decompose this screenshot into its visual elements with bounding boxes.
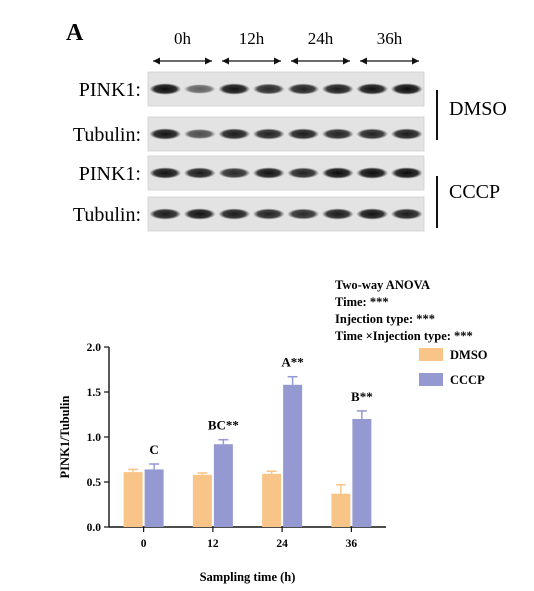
y-tick-label-2: 1.0 bbox=[87, 432, 102, 444]
blot-band bbox=[356, 83, 389, 95]
bar-cccp-3 bbox=[352, 419, 372, 527]
anova-line-interaction: Time ×Injection type: *** bbox=[335, 329, 473, 343]
blot-band bbox=[252, 167, 285, 179]
blot-band bbox=[390, 83, 423, 95]
blot-band bbox=[356, 128, 389, 140]
blot-row-label-3: Tubulin: bbox=[73, 204, 141, 226]
time-arrow-head-left-2 bbox=[291, 57, 298, 65]
blot-band bbox=[218, 128, 251, 140]
x-tick-label-1: 12 bbox=[207, 538, 219, 550]
y-tick-label-3: 1.5 bbox=[87, 387, 102, 399]
y-axis-title: PINK1/Tubulin bbox=[58, 395, 72, 478]
anova-line-time: Time: *** bbox=[335, 295, 389, 309]
blot-band bbox=[183, 129, 216, 139]
group-label-1: CCCP bbox=[449, 181, 500, 203]
blot-band bbox=[252, 128, 285, 140]
blot-band bbox=[321, 128, 354, 140]
bar-dmso-3 bbox=[331, 493, 351, 527]
blot-band bbox=[287, 128, 320, 140]
blot-band bbox=[149, 208, 182, 220]
blot-band bbox=[149, 83, 182, 95]
blot-band bbox=[390, 128, 423, 140]
y-tick-label-0: 0.0 bbox=[87, 522, 102, 534]
x-tick-label-2: 24 bbox=[276, 538, 288, 550]
blot-band bbox=[356, 208, 389, 220]
blot-band bbox=[287, 167, 320, 179]
time-label-0: 0h bbox=[174, 29, 192, 48]
bar-chart: 0.0 0.5 1.0 1.5 2.0 PINK1/Tubulin 0 C 12 BC** 24 A*… bbox=[58, 342, 488, 584]
legend-swatch-dmso bbox=[419, 348, 443, 361]
blot-band bbox=[321, 208, 354, 220]
x-tick-label-0: 0 bbox=[141, 538, 147, 550]
blot-band bbox=[252, 83, 285, 95]
blot-band bbox=[183, 208, 216, 220]
blot-band bbox=[321, 167, 354, 179]
group-label-0: DMSO bbox=[449, 98, 507, 120]
blot-band bbox=[390, 167, 423, 179]
time-arrow-head-left-1 bbox=[222, 57, 229, 65]
time-arrow-head-right-1 bbox=[274, 57, 281, 65]
blot-band bbox=[356, 167, 389, 179]
bar-cccp-1 bbox=[213, 444, 233, 527]
time-label-2: 24h bbox=[308, 29, 334, 48]
bar-cccp-0 bbox=[144, 469, 164, 527]
blot-row-label-2: PINK1: bbox=[79, 163, 141, 185]
significance-label-1: BC** bbox=[208, 418, 239, 433]
blot-band bbox=[287, 208, 320, 220]
bar-dmso-0 bbox=[123, 472, 143, 527]
anova-stats: Two-way ANOVA Time: *** Injection type: … bbox=[335, 278, 473, 343]
time-label-3: 36h bbox=[377, 29, 403, 48]
panel-label: A bbox=[66, 20, 84, 46]
y-tick-label-1: 0.5 bbox=[87, 477, 102, 489]
blot-band bbox=[252, 208, 285, 220]
blot-band bbox=[287, 83, 320, 95]
time-arrow-head-right-3 bbox=[412, 57, 419, 65]
y-tick-label-4: 2.0 bbox=[87, 342, 102, 354]
anova-line-injection: Injection type: *** bbox=[335, 312, 435, 326]
blot-band bbox=[218, 83, 251, 95]
significance-label-0: C bbox=[149, 442, 158, 457]
significance-label-3: B** bbox=[351, 389, 373, 404]
blot-band bbox=[183, 167, 216, 179]
blot-band bbox=[183, 84, 216, 94]
time-arrow-head-right-2 bbox=[343, 57, 350, 65]
x-tick-label-3: 36 bbox=[346, 538, 358, 550]
blot-row-label-1: Tubulin: bbox=[73, 124, 141, 146]
time-arrow-head-left-0 bbox=[153, 57, 160, 65]
blot-band bbox=[390, 208, 423, 220]
time-arrow-head-left-3 bbox=[360, 57, 367, 65]
time-arrow-head-right-0 bbox=[205, 57, 212, 65]
bar-dmso-2 bbox=[262, 473, 282, 527]
significance-label-2: A** bbox=[281, 355, 303, 370]
western-blot: 0h 12h 24h 36h PINK1: Tubulin: PINK1: Tubulin: D… bbox=[73, 29, 507, 232]
blot-band bbox=[149, 128, 182, 140]
blot-band bbox=[218, 167, 251, 179]
blot-band bbox=[218, 208, 251, 220]
bar-dmso-1 bbox=[192, 474, 212, 527]
anova-title: Two-way ANOVA bbox=[335, 278, 430, 292]
x-axis-title: Sampling time (h) bbox=[200, 570, 296, 584]
legend-label-cccp: CCCP bbox=[450, 373, 485, 387]
blot-row-label-0: PINK1: bbox=[79, 79, 141, 101]
legend-swatch-cccp bbox=[419, 373, 443, 386]
bar-cccp-2 bbox=[283, 384, 303, 527]
legend-label-dmso: DMSO bbox=[450, 348, 488, 362]
time-label-1: 12h bbox=[239, 29, 265, 48]
blot-band bbox=[149, 167, 182, 179]
blot-band bbox=[321, 83, 354, 95]
